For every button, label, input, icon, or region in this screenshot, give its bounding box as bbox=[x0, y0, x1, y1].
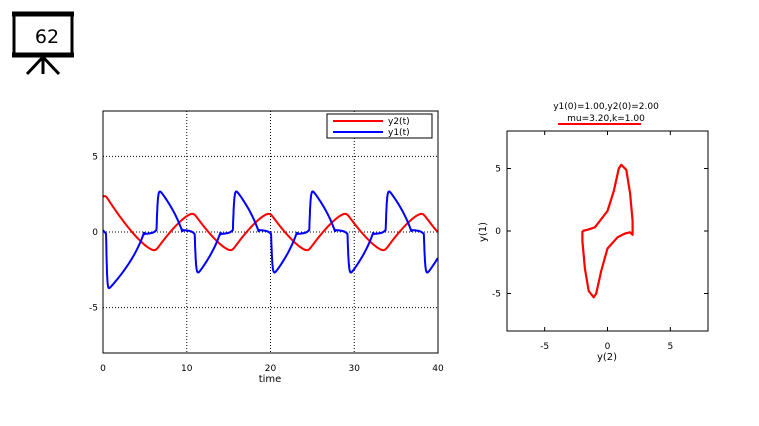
axis-ticks: -5 0 5 5 0 -5 bbox=[492, 131, 708, 352]
projector-screen-icon bbox=[12, 11, 74, 76]
series-y2-line bbox=[102, 195, 439, 252]
x-tick-label: 40 bbox=[432, 364, 444, 374]
chart-subtitle: mu=3.20,k=1.00 bbox=[567, 114, 645, 124]
series-lines bbox=[102, 190, 439, 290]
x-tick-label: 30 bbox=[349, 364, 361, 374]
x-tick-label: 20 bbox=[265, 364, 277, 374]
x-tick-label: 10 bbox=[181, 364, 193, 374]
legend-label-y2: y2(t) bbox=[388, 117, 410, 127]
plot-frame bbox=[102, 110, 439, 354]
y-tick-label: -5 bbox=[492, 290, 501, 300]
phase-curve-line bbox=[581, 163, 634, 299]
y-tick-label: -5 bbox=[89, 304, 98, 314]
legend-label-y1: y1(t) bbox=[388, 128, 410, 138]
slide-number-badge: 62 bbox=[10, 8, 82, 78]
x-tick-label: 0 bbox=[100, 364, 106, 374]
x-tick-label: 0 bbox=[605, 342, 611, 352]
x-tick-label: -5 bbox=[540, 342, 549, 352]
series-y1-line bbox=[102, 190, 439, 290]
y-axis-label: y(1) bbox=[478, 222, 489, 242]
legend: y2(t) y1(t) bbox=[326, 113, 433, 139]
y-tick-label: 0 bbox=[495, 227, 501, 237]
x-axis-label: time bbox=[259, 374, 282, 385]
slide-number: 62 bbox=[34, 26, 60, 48]
x-tick-label: 5 bbox=[667, 342, 673, 352]
y-tick-label: 5 bbox=[92, 152, 98, 162]
phase-curve bbox=[581, 163, 634, 299]
chart-title: y1(0)=1.00,y2(0)=2.00 bbox=[553, 102, 659, 112]
plot-frame bbox=[506, 130, 709, 332]
y-tick-label: 0 bbox=[92, 228, 98, 238]
x-axis-label: y(2) bbox=[597, 352, 617, 363]
y-tick-label: 5 bbox=[495, 165, 501, 175]
